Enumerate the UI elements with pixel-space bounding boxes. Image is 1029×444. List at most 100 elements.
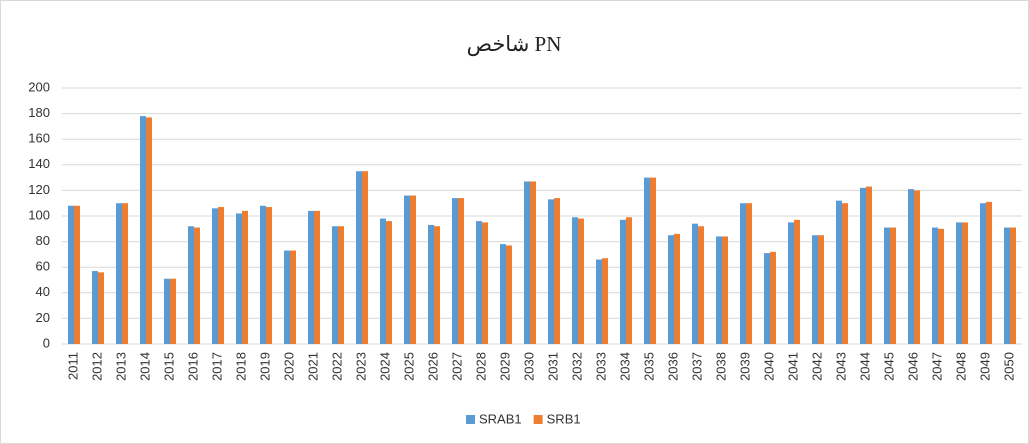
bar bbox=[740, 203, 746, 344]
x-tick-label: 2046 bbox=[905, 352, 920, 381]
bar bbox=[314, 210, 320, 344]
bar bbox=[890, 227, 896, 344]
x-tick-label: 2022 bbox=[329, 352, 344, 381]
x-tick-label: 2012 bbox=[89, 352, 104, 381]
bar bbox=[884, 227, 890, 344]
bar bbox=[530, 181, 536, 344]
y-tick-label: 100 bbox=[28, 207, 50, 222]
bar bbox=[932, 227, 938, 344]
bar bbox=[908, 189, 914, 344]
bar bbox=[938, 228, 944, 344]
x-tick-label: 2040 bbox=[761, 352, 776, 381]
bar bbox=[218, 207, 224, 344]
y-tick-label: 160 bbox=[28, 131, 50, 146]
bar bbox=[578, 218, 584, 344]
bar bbox=[140, 116, 146, 344]
bar bbox=[476, 221, 482, 344]
x-tick-label: 2039 bbox=[737, 352, 752, 381]
bar bbox=[722, 236, 728, 344]
bar bbox=[1010, 227, 1016, 344]
chart-title: شاخص PN bbox=[467, 32, 562, 57]
bar bbox=[434, 226, 440, 344]
x-tick-label: 2041 bbox=[785, 352, 800, 381]
x-tick-label: 2034 bbox=[617, 352, 632, 381]
bar bbox=[410, 195, 416, 344]
bar bbox=[482, 222, 488, 344]
bar bbox=[524, 181, 530, 344]
y-tick-label: 80 bbox=[36, 233, 50, 248]
legend-swatch bbox=[466, 415, 475, 424]
bar bbox=[164, 278, 170, 344]
bar bbox=[500, 244, 506, 344]
x-tick-label: 2033 bbox=[593, 352, 608, 381]
bar bbox=[266, 207, 272, 344]
x-tick-label: 2011 bbox=[65, 352, 80, 380]
bar bbox=[692, 223, 698, 344]
x-tick-label: 2042 bbox=[809, 352, 824, 381]
bar bbox=[794, 219, 800, 344]
bar bbox=[986, 201, 992, 344]
legend-swatch bbox=[533, 415, 543, 424]
bar bbox=[674, 233, 680, 344]
x-tick-label: 2013 bbox=[113, 352, 128, 381]
x-tick-label: 2032 bbox=[569, 352, 584, 381]
x-tick-label: 2031 bbox=[545, 352, 560, 381]
bar bbox=[980, 203, 986, 344]
bar bbox=[866, 186, 872, 344]
bar bbox=[962, 222, 968, 344]
bar bbox=[146, 117, 152, 344]
bar bbox=[170, 278, 176, 344]
bar bbox=[836, 200, 842, 344]
bar bbox=[452, 198, 458, 344]
y-tick-label: 180 bbox=[28, 105, 50, 120]
legend-label: SRAB1 bbox=[479, 411, 522, 426]
bar bbox=[68, 205, 74, 344]
x-tick-label: 2015 bbox=[161, 352, 176, 381]
bar bbox=[458, 198, 464, 344]
bar bbox=[914, 190, 920, 344]
bar bbox=[380, 218, 386, 344]
bar bbox=[428, 224, 434, 344]
bar bbox=[554, 198, 560, 344]
x-tick-label: 2023 bbox=[353, 352, 368, 381]
bar bbox=[308, 210, 314, 344]
x-tick-label: 2038 bbox=[713, 352, 728, 381]
x-tick-label: 2026 bbox=[425, 352, 440, 381]
bar bbox=[626, 217, 632, 344]
x-tick-label: 2021 bbox=[305, 352, 320, 381]
bar bbox=[788, 222, 794, 344]
bar bbox=[860, 187, 866, 344]
bar bbox=[716, 236, 722, 344]
x-tick-label: 2017 bbox=[209, 352, 224, 381]
x-tick-label: 2016 bbox=[185, 352, 200, 381]
bar bbox=[956, 222, 962, 344]
bar bbox=[74, 205, 80, 344]
bar bbox=[548, 199, 554, 344]
bar bbox=[770, 251, 776, 344]
x-tick-label: 2050 bbox=[1001, 352, 1016, 381]
y-tick-label: 140 bbox=[28, 156, 50, 171]
x-tick-label: 2024 bbox=[377, 352, 392, 381]
bar bbox=[194, 227, 200, 344]
x-tick-label: 2018 bbox=[233, 352, 248, 381]
x-tick-label: 2027 bbox=[449, 352, 464, 381]
x-tick-label: 2020 bbox=[281, 352, 296, 381]
x-tick-label: 2019 bbox=[257, 352, 272, 381]
bar bbox=[812, 235, 818, 344]
bar bbox=[602, 258, 608, 344]
bar bbox=[572, 217, 578, 344]
bar bbox=[332, 226, 338, 344]
bar bbox=[506, 245, 512, 344]
x-tick-label: 2037 bbox=[689, 352, 704, 381]
x-tick-label: 2045 bbox=[881, 352, 896, 381]
bar bbox=[236, 213, 242, 344]
bar bbox=[596, 259, 602, 344]
bar bbox=[386, 221, 392, 344]
x-tick-label: 2025 bbox=[401, 352, 416, 381]
x-tick-label: 2029 bbox=[497, 352, 512, 381]
x-tick-label: 2044 bbox=[857, 352, 872, 381]
bar bbox=[92, 271, 98, 344]
bar bbox=[668, 235, 674, 344]
bar bbox=[290, 250, 296, 344]
bar bbox=[188, 226, 194, 344]
